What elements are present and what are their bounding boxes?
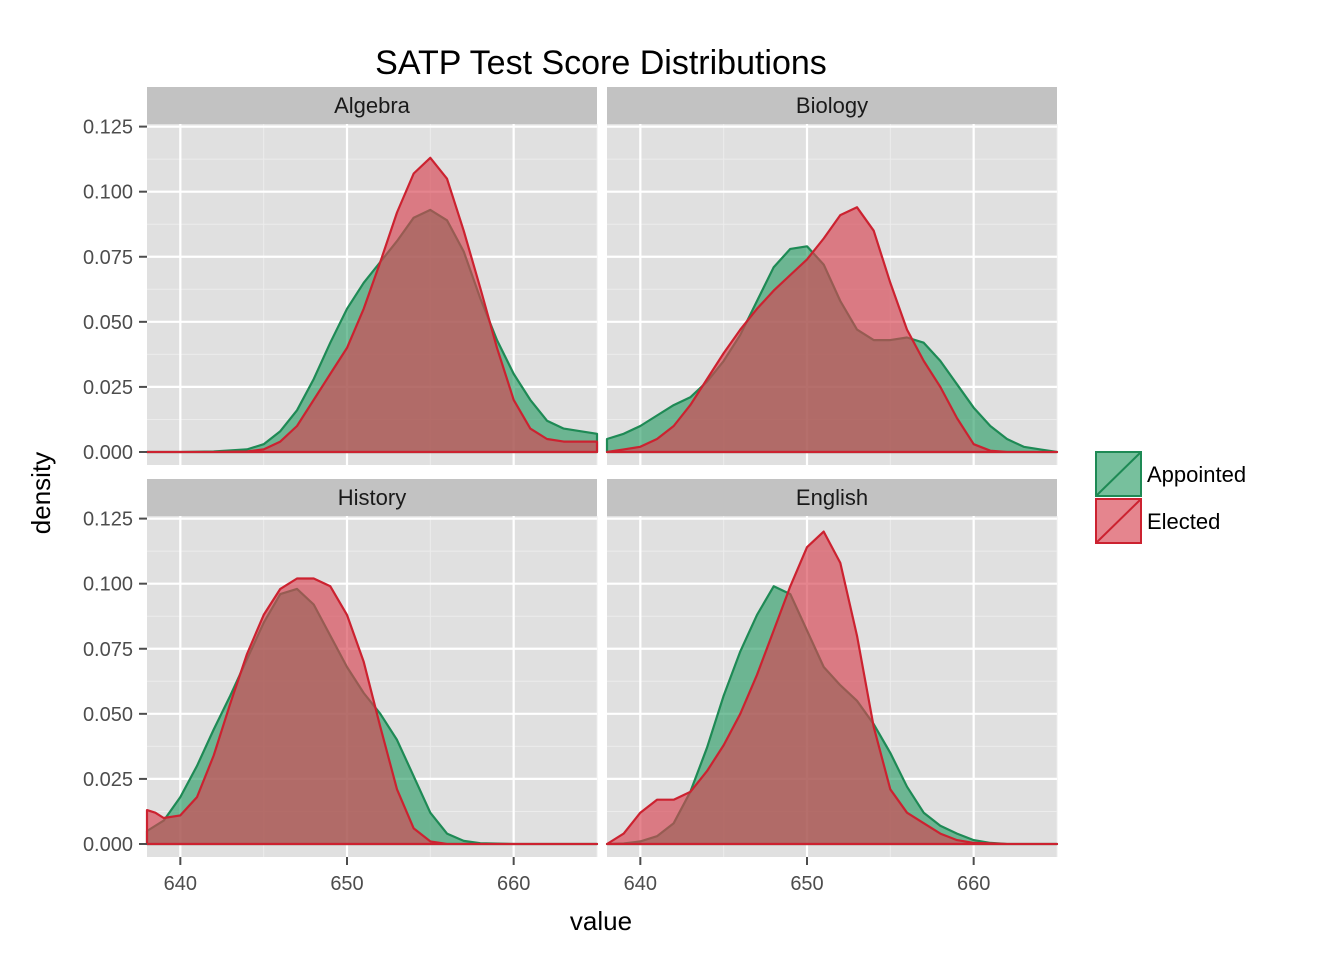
legend-item-elected: Elected [1096,499,1220,543]
x-tick-label: 640 [164,873,197,895]
x-tick-label: 640 [624,873,657,895]
legend: Appointed Elected [1096,452,1246,543]
facet-panel-history: History [147,479,597,857]
y-tick-label: 0.075 [83,247,133,269]
x-axes: 640 650 660 640 650 660 [164,857,991,895]
chart-title: SATP Test Score Distributions [375,44,827,82]
legend-label: Appointed [1147,462,1246,487]
y-axes: 0.000 0.025 0.050 0.075 0.100 0.125 0.000 0.025… [83,117,147,856]
y-tick-label: 0.025 [83,769,133,791]
y-tick-label: 0.100 [83,574,133,596]
y-tick-label: 0.050 [83,312,133,334]
facet-strip-label: English [796,485,868,510]
facet-strip-label: History [338,485,406,510]
y-tick-label: 0.000 [83,442,133,464]
facet-panel-algebra: Algebra [147,87,597,465]
facet-strip-label: Biology [796,93,868,118]
x-tick-label: 650 [790,873,823,895]
y-tick-label: 0.025 [83,377,133,399]
facet-panel-biology: Biology [607,87,1057,465]
y-tick-label: 0.075 [83,639,133,661]
legend-label: Elected [1147,509,1220,534]
x-axis-title: value [570,906,632,936]
facet-strip-label: Algebra [334,93,411,118]
y-tick-label: 0.000 [83,834,133,856]
x-tick-label: 660 [497,873,530,895]
y-tick-label: 0.125 [83,509,133,531]
y-tick-label: 0.125 [83,117,133,139]
y-axis-title: density [26,452,56,534]
y-tick-label: 0.050 [83,704,133,726]
facet-panels: Algebra Biology History English [147,87,1057,857]
facet-panel-english: English [607,479,1057,857]
x-tick-label: 650 [330,873,363,895]
y-tick-label: 0.100 [83,182,133,204]
legend-item-appointed: Appointed [1096,452,1246,496]
x-tick-label: 660 [957,873,990,895]
